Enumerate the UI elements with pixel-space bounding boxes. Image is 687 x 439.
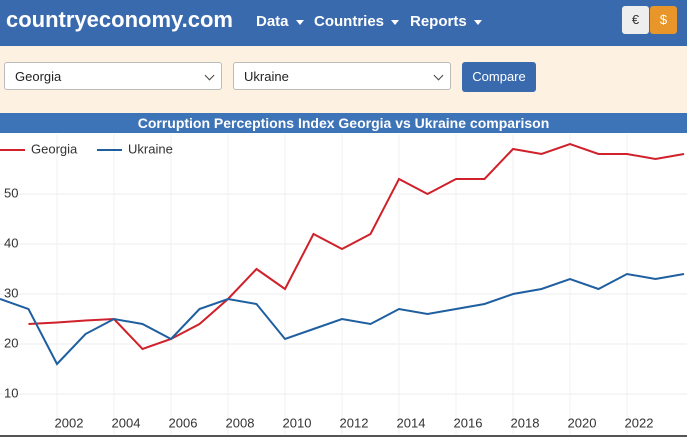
y-tick-label: 20 [4, 335, 18, 350]
logo[interactable]: countryeconomy.com [6, 7, 233, 32]
caret [473, 19, 482, 25]
x-tick-label: 2022 [625, 415, 654, 430]
compare-bar: Georgia Ukraine Compare [0, 46, 687, 113]
compare-button[interactable]: Compare [462, 62, 536, 92]
x-tick-label: 2006 [169, 415, 198, 430]
chart: 10 20 30 40 50 2002 2004 2006 2008 2010 2012 2014 20… [0, 134, 687, 437]
chart-title: Corruption Perceptions Index Georgia vs … [0, 113, 687, 133]
x-tick-label: 2002 [55, 415, 84, 430]
legend-label: Ukraine [128, 141, 173, 156]
nav-item[interactable]: Reports [410, 13, 482, 30]
legend-label: Georgia [31, 141, 78, 156]
x-tick-label: 2010 [283, 415, 312, 430]
nav-label: Countries [314, 13, 385, 30]
x-tick-label: 2020 [568, 415, 597, 430]
y-tick-label: 30 [4, 285, 18, 300]
nav-label: Reports [410, 13, 467, 30]
series-line [0, 272, 685, 366]
x-tick-label: 2018 [511, 415, 540, 430]
currency-button[interactable]: $ [650, 6, 677, 34]
country-select[interactable]: Ukraine [233, 62, 451, 90]
x-tick-label: 2012 [340, 415, 369, 430]
x-tick-label: 2008 [226, 415, 255, 430]
x-tick-label: 2016 [454, 415, 483, 430]
currency-button[interactable]: € [622, 6, 649, 34]
y-tick-label: 10 [4, 385, 18, 400]
x-tick-label: 2004 [112, 415, 141, 430]
caret [391, 19, 400, 25]
nav-item[interactable]: Countries [314, 13, 400, 30]
y-tick-label: 50 [4, 185, 18, 200]
country-select[interactable]: Georgia [4, 62, 222, 90]
caret [295, 19, 304, 25]
nav-item[interactable]: Data [256, 13, 304, 30]
x-tick-label: 2014 [397, 415, 426, 430]
series-line [28, 142, 685, 351]
nav-label: Data [256, 13, 289, 30]
y-tick-label: 40 [4, 235, 18, 250]
header: countryeconomy.com Data Countries Report… [0, 0, 687, 46]
